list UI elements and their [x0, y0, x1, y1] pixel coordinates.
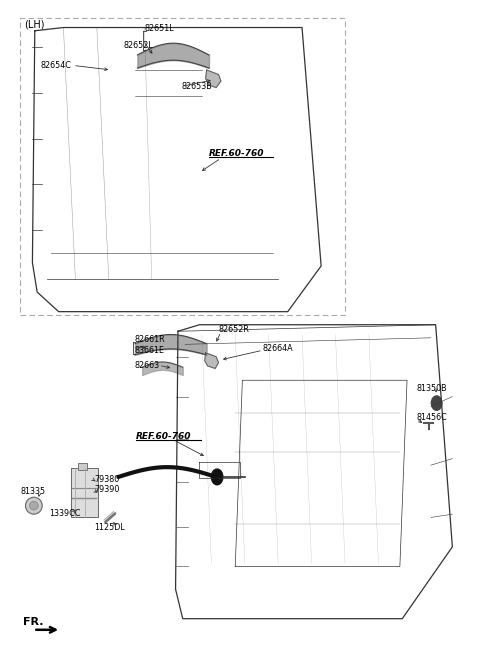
Text: 82652L: 82652L	[123, 41, 153, 51]
Bar	[71, 468, 98, 518]
Text: REF.60-760: REF.60-760	[136, 432, 192, 441]
Text: 79390: 79390	[95, 485, 120, 495]
Text: 1125DL: 1125DL	[95, 523, 125, 532]
Polygon shape	[205, 70, 221, 88]
Polygon shape	[204, 353, 218, 369]
Bar	[78, 463, 87, 470]
Text: (LH): (LH)	[24, 20, 45, 30]
Ellipse shape	[30, 501, 38, 510]
Text: 82653B: 82653B	[182, 82, 213, 91]
Text: 81335: 81335	[21, 487, 46, 496]
Text: REF.60-760: REF.60-760	[209, 149, 264, 158]
Circle shape	[211, 469, 223, 485]
Text: 1339CC: 1339CC	[49, 509, 81, 518]
Text: 81456C: 81456C	[417, 413, 447, 422]
Bar	[21, 18, 345, 315]
Text: 82663: 82663	[134, 361, 159, 370]
Text: 83661E: 83661E	[134, 346, 164, 355]
Ellipse shape	[25, 497, 42, 514]
Circle shape	[432, 396, 442, 410]
Text: 81350B: 81350B	[417, 384, 447, 392]
Text: 82664A: 82664A	[263, 344, 294, 354]
Text: 82652R: 82652R	[218, 325, 250, 334]
Text: 79380: 79380	[95, 475, 120, 484]
Text: FR.: FR.	[23, 617, 43, 627]
Text: 82651L: 82651L	[144, 24, 174, 33]
Text: 82661R: 82661R	[134, 335, 165, 344]
Text: 82654C: 82654C	[40, 61, 72, 70]
